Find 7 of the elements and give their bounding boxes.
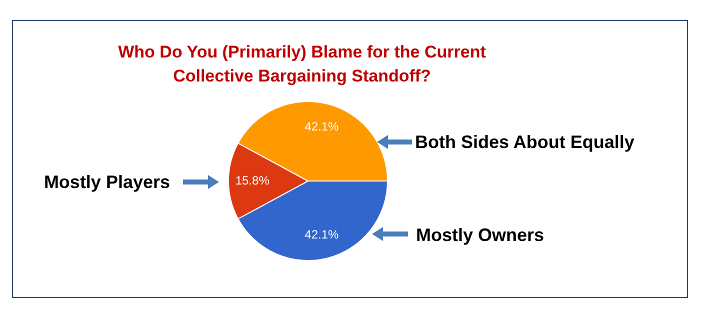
- data-label: 15.8%: [235, 173, 270, 188]
- chart-title: Who Do You (Primarily) Blame for the Current Collective Bargaining Standoff?: [118, 42, 486, 86]
- slice-label: Both Sides About Equally: [415, 132, 634, 152]
- slice-label: Mostly Players: [44, 172, 170, 192]
- data-label: 42.1%: [304, 227, 340, 242]
- data-label: 42.1%: [304, 119, 340, 134]
- slice-label: Mostly Owners: [416, 225, 544, 245]
